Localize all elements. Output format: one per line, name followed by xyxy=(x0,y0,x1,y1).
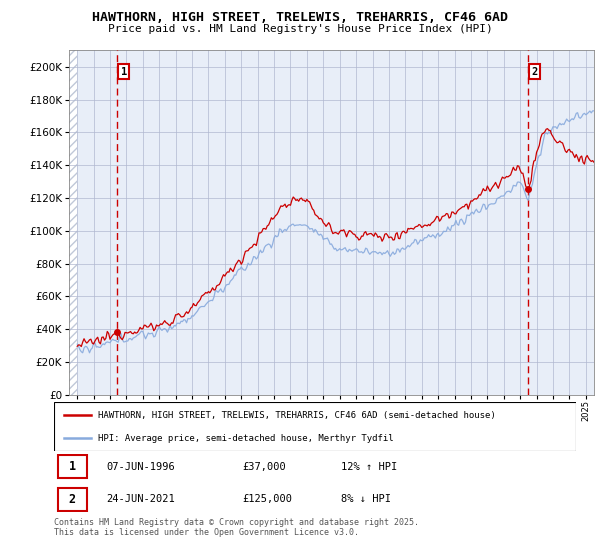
FancyBboxPatch shape xyxy=(58,455,87,478)
Text: 2: 2 xyxy=(532,67,538,77)
Text: 8% ↓ HPI: 8% ↓ HPI xyxy=(341,494,391,505)
Text: 24-JUN-2021: 24-JUN-2021 xyxy=(106,494,175,505)
Text: 07-JUN-1996: 07-JUN-1996 xyxy=(106,461,175,472)
Text: Contains HM Land Registry data © Crown copyright and database right 2025.
This d: Contains HM Land Registry data © Crown c… xyxy=(54,518,419,538)
Text: Price paid vs. HM Land Registry's House Price Index (HPI): Price paid vs. HM Land Registry's House … xyxy=(107,24,493,34)
Text: £125,000: £125,000 xyxy=(242,494,292,505)
Text: HAWTHORN, HIGH STREET, TRELEWIS, TREHARRIS, CF46 6AD: HAWTHORN, HIGH STREET, TRELEWIS, TREHARR… xyxy=(92,11,508,24)
Text: HPI: Average price, semi-detached house, Merthyr Tydfil: HPI: Average price, semi-detached house,… xyxy=(98,434,394,443)
FancyBboxPatch shape xyxy=(54,402,576,451)
Text: 2: 2 xyxy=(69,493,76,506)
Text: 1: 1 xyxy=(69,460,76,473)
Text: £37,000: £37,000 xyxy=(242,461,286,472)
Text: 12% ↑ HPI: 12% ↑ HPI xyxy=(341,461,397,472)
FancyBboxPatch shape xyxy=(58,488,87,511)
Text: 1: 1 xyxy=(121,67,127,77)
Text: HAWTHORN, HIGH STREET, TRELEWIS, TREHARRIS, CF46 6AD (semi-detached house): HAWTHORN, HIGH STREET, TRELEWIS, TREHARR… xyxy=(98,411,496,420)
